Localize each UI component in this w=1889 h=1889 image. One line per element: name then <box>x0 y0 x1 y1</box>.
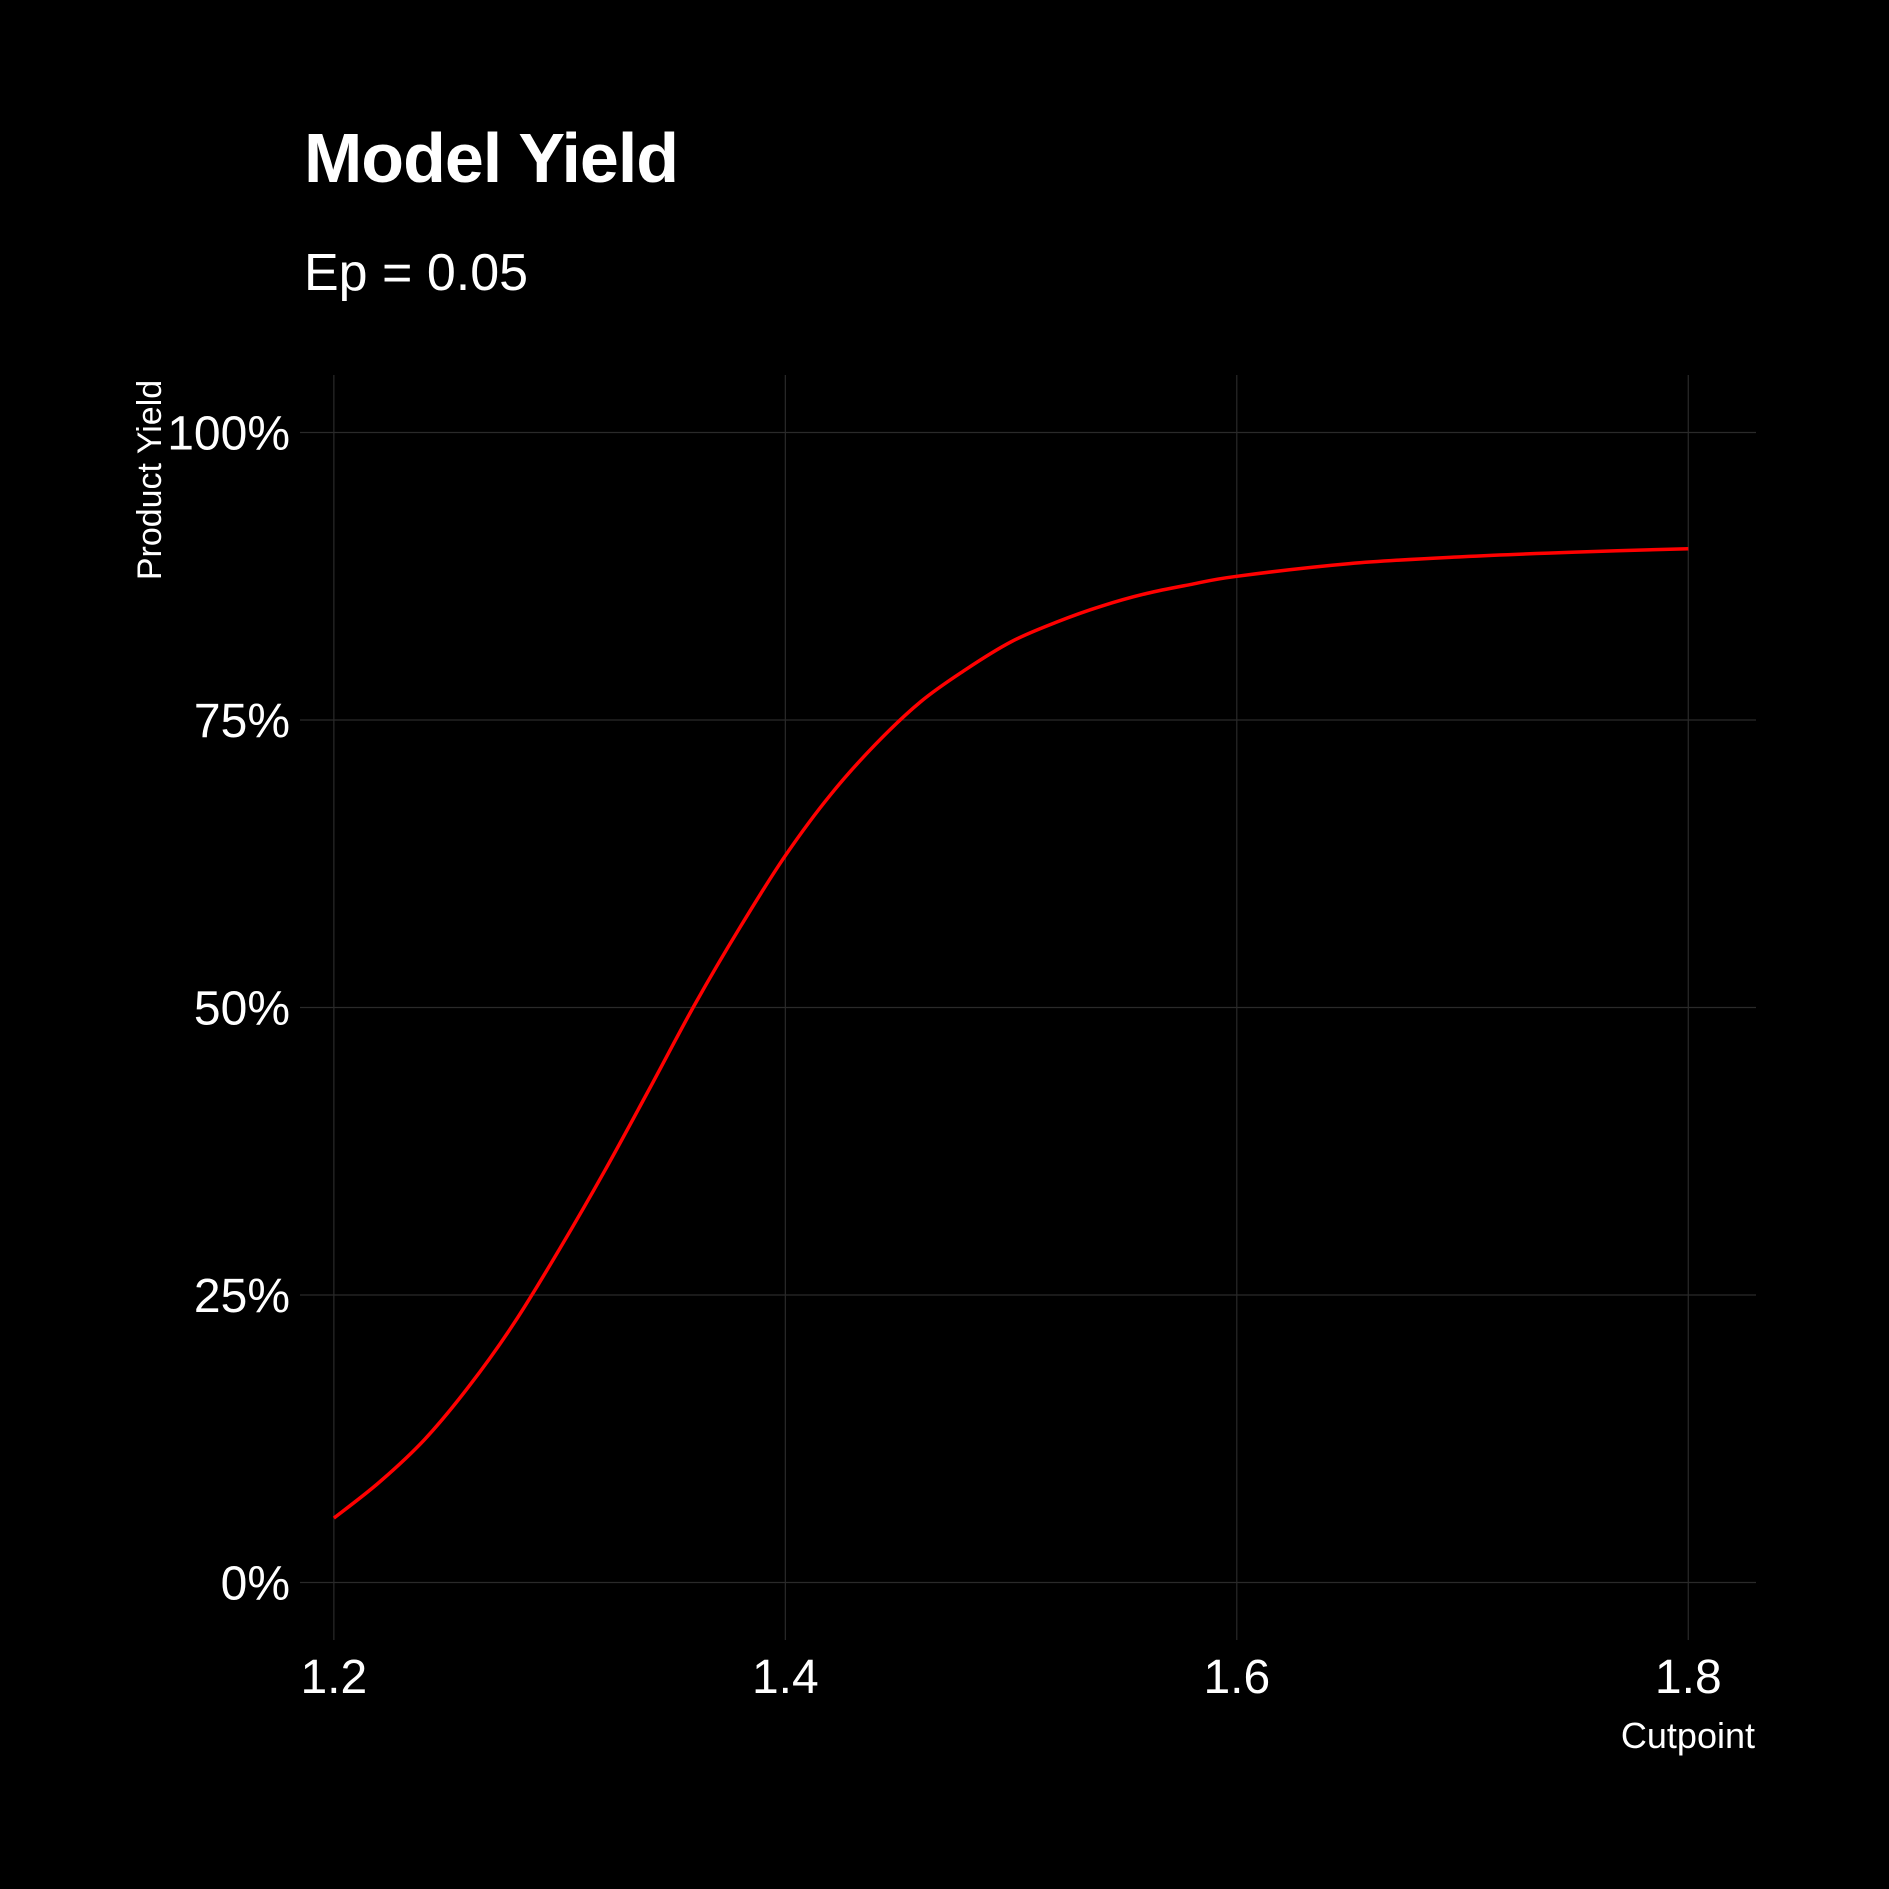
y-tick-label: 50% <box>194 983 290 1036</box>
chart-subtitle: Ep = 0.05 <box>304 244 529 302</box>
x-axis-label: Cutpoint <box>1621 1715 1755 1756</box>
x-tick-label: 1.6 <box>1203 1651 1270 1704</box>
y-tick-label: 75% <box>194 695 290 748</box>
x-tick-label: 1.8 <box>1655 1651 1722 1704</box>
y-tick-label: 100% <box>167 408 290 461</box>
y-tick-label: 0% <box>221 1558 290 1611</box>
y-axis-label: Product Yield <box>131 380 169 580</box>
y-tick-label: 25% <box>194 1270 290 1323</box>
x-tick-label: 1.2 <box>300 1651 367 1704</box>
series-line <box>332 546 1689 1520</box>
chart-title: Model Yield <box>304 119 679 197</box>
x-tick-label: 1.4 <box>752 1651 819 1704</box>
